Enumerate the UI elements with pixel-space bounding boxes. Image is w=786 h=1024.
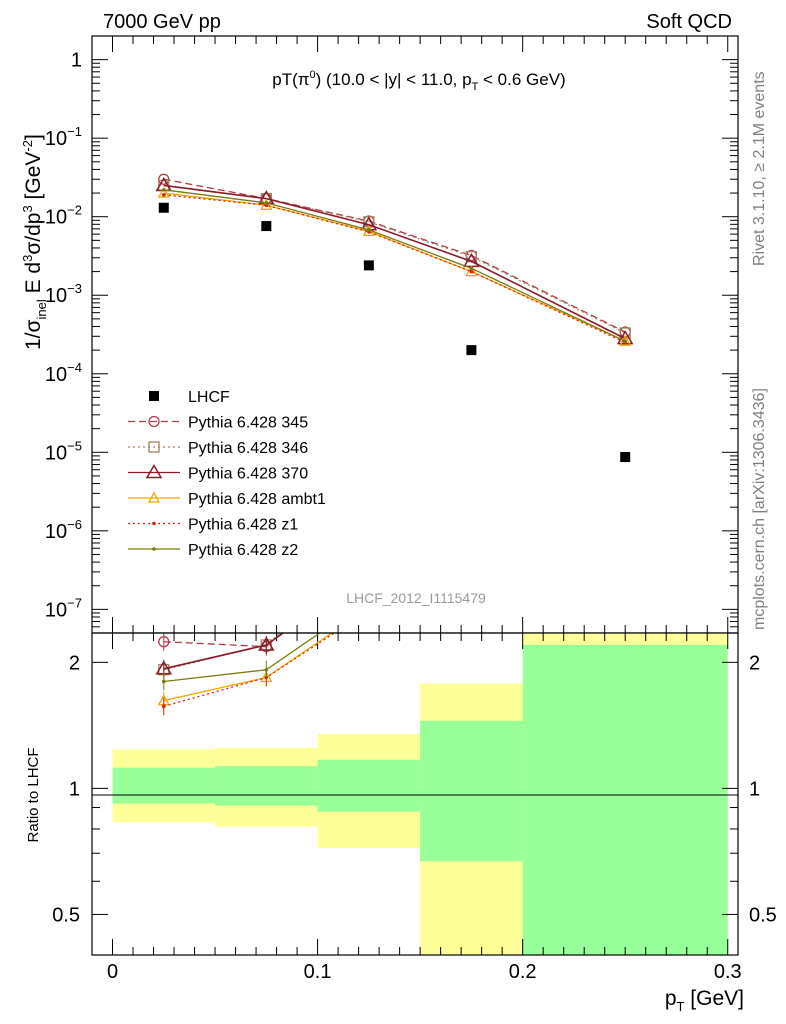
legend-label-z2: Pythia 6.428 z2 (188, 542, 298, 559)
ratio-band-inner (112, 767, 216, 804)
ratio-point-z2 (161, 679, 166, 684)
legend-marker-ambt1 (147, 491, 161, 503)
series-point-z2 (367, 228, 371, 232)
main-y-tick-label: 10−4 (45, 360, 82, 386)
main-y-tick-label: 10−1 (45, 124, 82, 150)
legend-label-z1: Pythia 6.428 z1 (188, 517, 298, 534)
ratio-point-z1 (161, 704, 166, 709)
header-right: Soft QCD (646, 11, 732, 33)
series-line-p345 (163, 178, 626, 333)
main-watermark: LHCF_2012_I1115479 (346, 590, 486, 606)
ratio-band-inner (317, 759, 421, 812)
series-point-data (158, 202, 169, 213)
x-tick-label: 0.2 (509, 961, 537, 983)
ratio-line-z1 (163, 633, 336, 707)
ratio-point-p345 (364, 547, 374, 557)
legend-label-data: LHCF (188, 389, 230, 406)
ratio-point-z1 (367, 609, 371, 613)
legend-label-ambt1: Pythia 6.428 ambt1 (188, 491, 326, 508)
series-point-z2 (161, 188, 166, 192)
ratio-band-inner (522, 644, 728, 955)
series-point-z1 (469, 269, 474, 274)
legend-label-p370: Pythia 6.428 370 (188, 466, 308, 483)
ratio-point-p370 (362, 564, 376, 576)
header-left: 7000 GeV pp (103, 11, 221, 33)
x-tick-label: 0 (107, 961, 118, 983)
main-y-tick-label: 10−7 (45, 595, 82, 621)
legend-marker-p370 (145, 464, 163, 479)
ratio-y-tick-label-left: 1 (69, 778, 80, 800)
main-y-tick-label: 10−3 (45, 281, 82, 307)
legend: LHCF Pythia 6.428 345 Pythia 6.428 346 Pyth… (128, 389, 326, 559)
legend-marker-p346 (148, 441, 160, 453)
x-tick-label: 0.3 (714, 961, 742, 983)
main-y-tick-label: 10−6 (45, 517, 82, 543)
series-line-ambt1 (163, 192, 626, 342)
ratio-y-tick-label-right: 2 (749, 652, 760, 674)
legend-marker-data (149, 391, 159, 401)
series-line-p370 (163, 184, 626, 340)
ratio-point-p346 (364, 551, 374, 561)
main-y-tick-label: 1 (71, 50, 82, 72)
series-line-z1 (163, 194, 626, 344)
x-tick-label: 0.1 (304, 961, 332, 983)
series-point-z2 (623, 339, 628, 343)
mcplots-source-label: mcplots.cern.ch [arXiv:1306.3436] (751, 388, 768, 630)
main-y-tick-label: 10−5 (45, 438, 82, 464)
series-point-data (363, 260, 374, 271)
legend-label-p346: Pythia 6.428 346 (188, 440, 308, 457)
ratio-band-inner (215, 766, 318, 806)
ratio-band-inner (420, 720, 523, 862)
series-point-z2 (469, 266, 474, 271)
series-point-data (620, 452, 631, 463)
ratio-panel: 0.5 0.5 1 1 2 2 0 0.1 0.2 0.3 Ratio to LHCF pT [G… (25, 547, 777, 1014)
ratio-point-p345 (158, 636, 170, 648)
series-point-data (261, 221, 272, 232)
series-point-ambt1 (157, 186, 170, 198)
ratio-y-axis-label: Ratio to LHCF (25, 747, 42, 842)
legend-marker-z1 (152, 521, 156, 526)
ratio-point-z2 (264, 667, 269, 672)
legend-label-p345: Pythia 6.428 345 (188, 415, 308, 432)
legend-marker-p345 (148, 415, 160, 428)
series-line-z2 (163, 189, 626, 342)
series-point-data (466, 345, 477, 356)
rivet-version-label: Rivet 3.1.10, ≥ 2.1M events (751, 71, 768, 266)
series-line-p346 (163, 184, 626, 334)
series-point-z2 (264, 201, 269, 205)
ratio-y-tick-label-right: 0.5 (749, 904, 777, 926)
ratio-frame (91, 632, 739, 956)
legend-marker-z2 (152, 547, 156, 551)
series-point-z1 (161, 193, 166, 197)
main-y-tick-label: 10−2 (45, 203, 82, 229)
main-panel: 1 10−1 10−2 10−3 10−4 10−5 10−6 10−7 pT(π0) (10… (20, 35, 739, 634)
main-y-axis-label: 1/σinel E d3σ/dp3 [GeV-2] (20, 134, 49, 350)
ratio-y-tick-label-right: 1 (749, 778, 760, 800)
ratio-point-p370 (258, 636, 275, 651)
main-title: pT(π0) (10.0 < |y| < 11.0, pT < 0.6 GeV) (272, 69, 565, 93)
series-point-p345 (158, 173, 170, 185)
x-axis-label: pT [GeV] (665, 987, 744, 1014)
ratio-y-tick-label-left: 2 (69, 652, 80, 674)
ratio-y-tick-label-left: 0.5 (52, 904, 80, 926)
